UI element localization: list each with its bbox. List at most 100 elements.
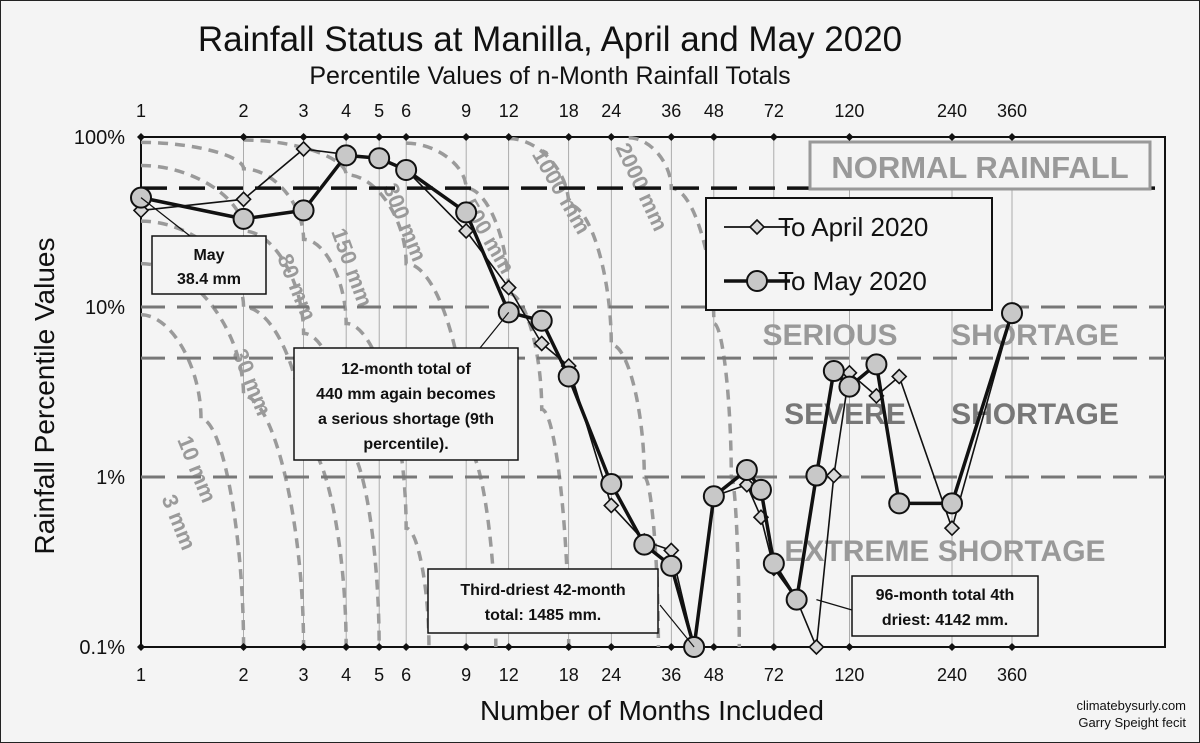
- annotation-text: 12-month total of: [341, 361, 471, 378]
- data-point: [943, 520, 961, 537]
- annotation-box: [851, 575, 1039, 637]
- x-top-tick-mark: [342, 133, 351, 141]
- contour-line: [628, 135, 742, 648]
- annotation-text: percentile).: [363, 436, 448, 453]
- x-top-tick-mark: [462, 133, 471, 141]
- x-top-tick-mark: [667, 133, 676, 141]
- band-label-serious-shortage: SHORTAGE: [951, 319, 1119, 352]
- x-top-tick-label: 1: [136, 101, 146, 121]
- x-top-tick-mark: [402, 133, 411, 141]
- data-point: [805, 464, 828, 487]
- legend-marker-may: [746, 270, 768, 292]
- data-point: [735, 458, 758, 481]
- data-point: [822, 360, 845, 383]
- contour-line: [140, 163, 381, 648]
- x-top-tick-mark: [709, 133, 718, 141]
- contour-label: 150 mm: [326, 225, 378, 311]
- plot-frame: [140, 136, 1166, 648]
- x-tick-mark: [462, 643, 471, 651]
- data-point: [785, 588, 808, 611]
- data-point: [533, 335, 550, 352]
- contour-label: 300 mm: [378, 180, 432, 265]
- x-top-tick-label: 3: [299, 101, 309, 121]
- annotation-box: [427, 568, 659, 634]
- data-point: [603, 497, 620, 514]
- x-top-tick-mark: [137, 133, 145, 141]
- contour-line: [140, 219, 348, 648]
- x-tick-mark: [299, 643, 308, 651]
- normal-label-box: [808, 140, 1152, 191]
- data-point: [633, 533, 656, 556]
- data-point: [395, 158, 418, 181]
- series-2: [130, 144, 1023, 658]
- band-label-serious: SERIOUS: [762, 319, 897, 352]
- y-tick-label: 10%: [85, 297, 125, 319]
- legend-marker-april: [748, 218, 766, 236]
- x-top-tick-label: 240: [937, 101, 967, 121]
- data-point: [292, 199, 315, 222]
- x-tick-label: 4: [341, 665, 351, 685]
- data-point: [458, 222, 475, 240]
- x-top-tick-mark: [299, 133, 308, 141]
- x-top-tick-label: 9: [461, 101, 471, 121]
- x-tick-mark: [948, 643, 957, 651]
- x-top-tick-label: 48: [704, 101, 724, 121]
- annotation-leader: [816, 599, 853, 611]
- data-point: [455, 201, 478, 224]
- annotation-text: Third-driest 42-month: [460, 582, 625, 599]
- contour-line: [140, 140, 431, 648]
- x-tick-label: 120: [834, 665, 864, 685]
- x-tick-mark: [607, 643, 616, 651]
- annotation-text: May: [193, 247, 224, 264]
- data-point: [891, 368, 908, 385]
- x-top-tick-mark: [769, 133, 778, 141]
- data-point: [235, 191, 252, 208]
- y-tick-label: 100%: [74, 127, 125, 149]
- x-top-tick-mark: [1008, 133, 1016, 141]
- contour-group: [140, 135, 742, 648]
- x-tick-mark: [402, 643, 411, 651]
- band-label-extreme: EXTREME SHORTAGE: [784, 535, 1105, 568]
- contour-line: [406, 141, 571, 648]
- x-top-tick-label: 2: [239, 101, 249, 121]
- x-top-tick-mark: [607, 133, 616, 141]
- x-tick-mark: [845, 643, 854, 651]
- x-top-tick-label: 12: [499, 101, 519, 121]
- data-point: [1001, 302, 1023, 325]
- annotation-text: 38.4 mm: [177, 271, 241, 288]
- contour-line: [508, 136, 661, 648]
- x-tick-mark: [667, 643, 676, 651]
- x-tick-label: 24: [601, 665, 621, 685]
- annotation-text: total: 1485 mm.: [485, 607, 601, 624]
- credit: climatebysurly.com Garry Speight fecit: [1076, 697, 1186, 731]
- data-point: [825, 467, 842, 484]
- band-label-normal: NORMAL RAINFALL: [831, 150, 1128, 185]
- x-tick-mark: [564, 643, 573, 651]
- x-axis-label: Number of Months Included: [480, 695, 824, 726]
- x-top-tick-label: 72: [764, 101, 784, 121]
- x-tick-label: 6: [401, 665, 411, 685]
- x-tick-mark: [709, 643, 718, 651]
- x-top-tick-label: 5: [374, 101, 384, 121]
- legend: To April 2020 To May 2020: [705, 197, 993, 311]
- contour-line: [243, 138, 498, 648]
- y-tick-label: 1%: [96, 467, 125, 489]
- data-point: [335, 144, 358, 167]
- x-tick-label: 1: [136, 665, 146, 685]
- data-point: [530, 309, 553, 332]
- x-tick-label: 2: [239, 665, 249, 685]
- data-point: [808, 638, 825, 656]
- data-point: [500, 279, 517, 296]
- data-point: [888, 492, 911, 515]
- x-top-tick-mark: [845, 133, 854, 141]
- data-point: [557, 365, 580, 388]
- data-point: [295, 140, 312, 158]
- credit-site: climatebysurly.com: [1076, 698, 1186, 713]
- x-tick-label: 240: [937, 665, 967, 685]
- x-top-tick-label: 360: [997, 101, 1027, 121]
- annotation-leader: [479, 311, 510, 349]
- x-tick-label: 5: [374, 665, 384, 685]
- data-point: [749, 478, 772, 501]
- y-tick-label: 0.1%: [79, 637, 125, 659]
